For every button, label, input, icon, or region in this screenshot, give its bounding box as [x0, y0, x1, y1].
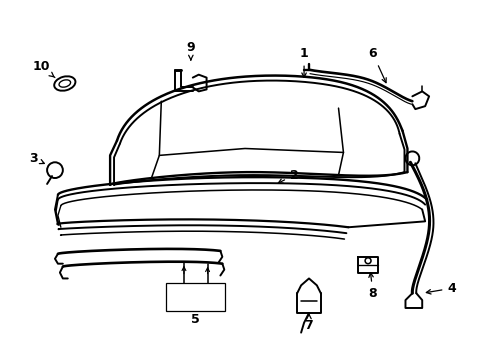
Text: 9: 9	[186, 41, 195, 60]
Text: 6: 6	[368, 48, 386, 83]
Text: 4: 4	[426, 282, 455, 295]
Text: 5: 5	[191, 313, 200, 326]
Text: 1: 1	[299, 48, 308, 77]
Bar	[166, 283, 225, 311]
Text: 2: 2	[278, 168, 298, 183]
Text: 8: 8	[368, 273, 377, 300]
Text: 3: 3	[29, 152, 44, 165]
Text: 7: 7	[304, 314, 313, 332]
Text: 10: 10	[32, 60, 55, 77]
